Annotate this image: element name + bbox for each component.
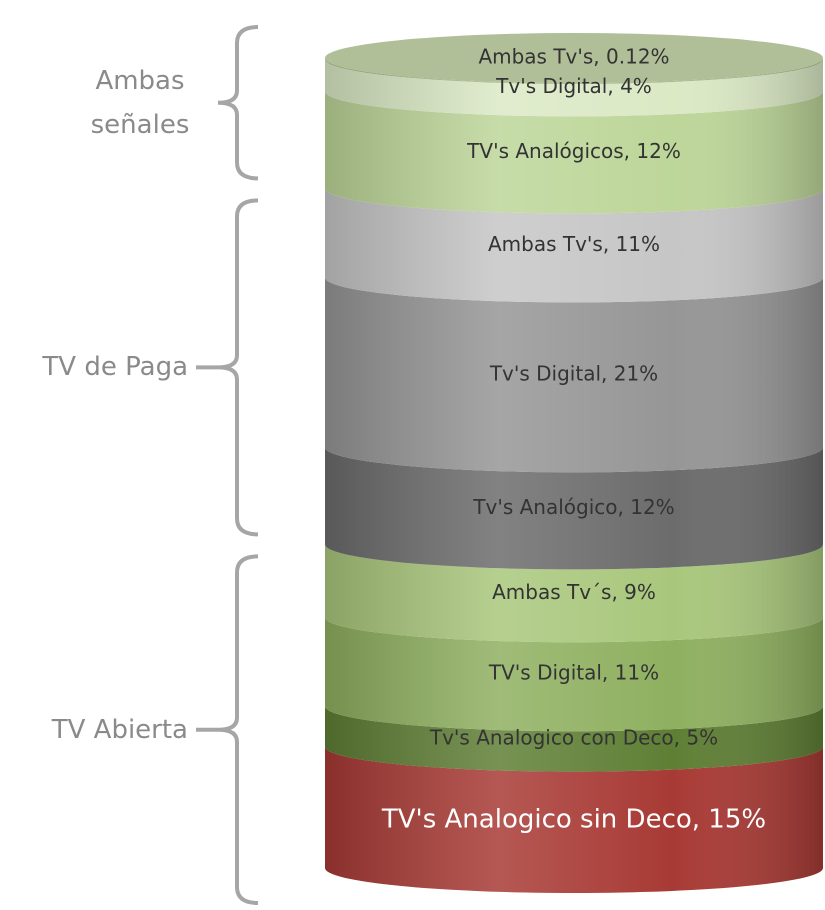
segment-label: Ambas Tv's, 0.12%	[478, 45, 669, 69]
group-bracket	[217, 25, 259, 181]
group-bracket	[217, 554, 259, 905]
segment-label: Tv's Digital, 4%	[495, 74, 652, 98]
group-bracket	[217, 198, 259, 537]
segment-label: Ambas Tv's, 11%	[488, 232, 660, 256]
segment-label: TV's Analógicos, 12%	[466, 139, 681, 163]
segment-shade	[325, 277, 823, 473]
segment-shade	[325, 706, 823, 772]
segment-shade	[325, 447, 823, 570]
segment-label: Tv's Analogico con Deco, 5%	[429, 725, 718, 749]
segment-label: TV's Analogico sin Deco, 15%	[381, 804, 766, 834]
segment-shade	[325, 746, 823, 893]
segment-label: Tv's Digital, 21%	[489, 361, 658, 385]
segment-label: Tv's Analógico, 12%	[472, 495, 674, 519]
cylinder-top	[325, 33, 823, 83]
segment-shade	[325, 58, 823, 117]
segment-shade	[325, 188, 823, 303]
group-label: TV de Paga	[42, 352, 188, 383]
cylinder-top-shade	[325, 33, 823, 83]
segment-label: Ambas Tv´s, 9%	[492, 580, 656, 604]
segment-shade	[325, 617, 823, 732]
segment-shade	[325, 91, 823, 214]
group-label: TV Abierta	[51, 714, 188, 745]
segment-shade	[325, 544, 823, 643]
segment-label: TV's Digital, 11%	[488, 661, 659, 685]
group-label: Ambas señales	[90, 65, 190, 140]
